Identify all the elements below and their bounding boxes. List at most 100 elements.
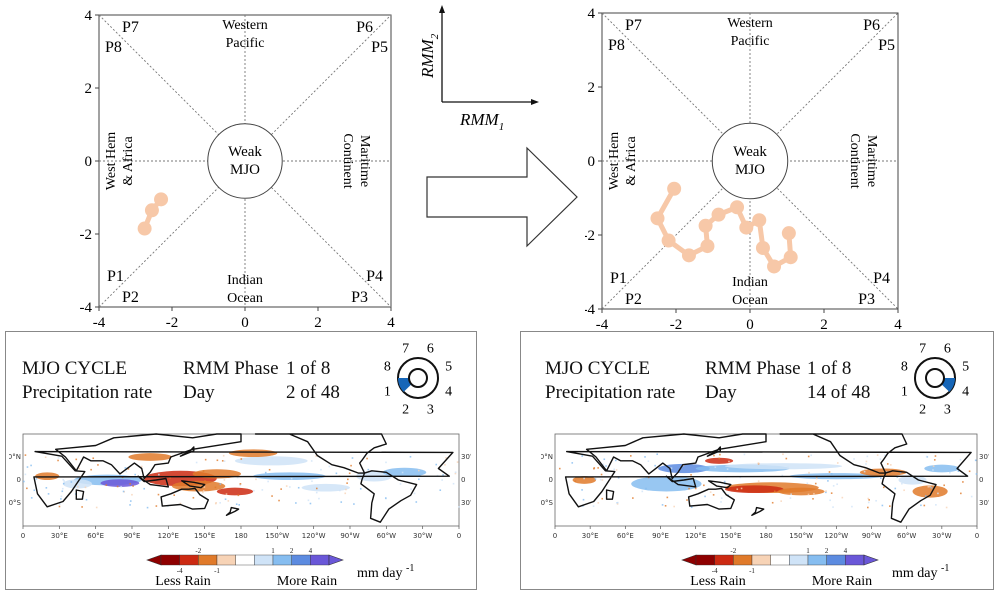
wheel-number: 8 — [384, 360, 391, 375]
precip-speckle — [865, 463, 867, 465]
precip-speckle — [289, 486, 291, 488]
precip-speckle — [932, 469, 934, 471]
continent-outline — [707, 480, 732, 489]
lat-tick-label: 0 — [461, 476, 465, 484]
precip-speckle — [901, 482, 903, 485]
trajectory-point — [667, 181, 682, 196]
precip-anomaly — [898, 475, 927, 485]
precip-speckle — [82, 498, 85, 500]
precip-speckle — [597, 502, 600, 504]
region-label-right: MaritimeContinent — [847, 133, 879, 188]
precip-speckle — [399, 483, 402, 485]
precip-speckle — [204, 480, 206, 482]
phase-label-p6: P6 — [863, 17, 880, 34]
phase-diagram-right: -4 -2 0 2 4 4 2 0 -2 -4 Weak MJO Western Pacific India… — [585, 6, 902, 330]
precip-speckle — [35, 478, 38, 480]
trajectory-point — [755, 240, 770, 255]
colorbar-max-arrow — [328, 554, 344, 566]
precip-speckle — [929, 485, 931, 488]
precip-speckle — [90, 468, 92, 471]
precip-speckle — [709, 491, 712, 493]
colorbar: -4 -2 -1 1 2 4 Less Rain More Rain mm day -1 — [146, 547, 414, 588]
precip-speckle — [157, 493, 160, 496]
colorbar-swatch — [714, 554, 734, 566]
wheel-number: 1 — [901, 384, 908, 399]
precip-speckle — [943, 484, 945, 487]
precip-speckle — [785, 457, 788, 460]
lon-tick-label: 150°E — [720, 532, 741, 540]
precip-speckle — [353, 503, 355, 505]
trajectory-point — [650, 211, 665, 226]
y-tick-label: 0 — [588, 154, 596, 170]
colorbar-swatch — [807, 554, 827, 566]
colorbar-swatch — [770, 554, 790, 566]
precip-speckle — [882, 486, 885, 489]
precip-speckle — [787, 466, 789, 468]
precip-speckle — [444, 463, 446, 466]
precip-speckle — [789, 488, 792, 491]
precip-speckle — [454, 471, 457, 474]
precip-speckle — [757, 480, 760, 482]
phase-label-p4: P4 — [366, 268, 383, 285]
lon-tick-label: 30°W — [413, 532, 432, 540]
precip-speckle — [271, 495, 273, 497]
precip-speckle — [61, 487, 64, 490]
precip-speckle — [452, 482, 455, 485]
wheel-number: 7 — [919, 341, 926, 356]
weak-mjo-label: MJO — [735, 162, 765, 178]
precip-speckle — [616, 503, 619, 505]
precip-speckle — [920, 504, 922, 507]
precip-speckle — [757, 462, 760, 464]
precip-speckle — [890, 464, 892, 466]
precip-speckle — [602, 463, 605, 466]
trajectory-point — [781, 226, 796, 241]
precip-speckle — [346, 482, 348, 484]
lon-tick-label: 90°E — [652, 532, 669, 540]
precip-speckle — [806, 482, 809, 485]
precip-speckle — [690, 474, 692, 476]
more-rain-label: More Rain — [812, 574, 872, 588]
precip-speckle — [328, 465, 331, 468]
precip-speckle — [23, 480, 25, 483]
precip-speckle — [581, 489, 583, 491]
precip-speckle — [592, 505, 595, 507]
precip-speckle — [58, 505, 61, 508]
phase-label-p7: P7 — [625, 17, 642, 34]
wheel-number: 4 — [962, 384, 969, 399]
wheel-number: 3 — [944, 403, 951, 418]
precip-anomaly — [924, 464, 960, 473]
precip-speckle — [686, 499, 688, 501]
precip-speckle — [456, 461, 459, 463]
precip-speckle — [61, 490, 64, 493]
precip-speckle — [712, 494, 715, 496]
wheel-number: 2 — [919, 403, 926, 418]
precip-speckle — [935, 504, 937, 506]
precip-anomaly — [234, 456, 308, 466]
precip-speckle — [158, 473, 160, 476]
precip-speckle — [122, 490, 125, 493]
lon-tick-label: 0 — [21, 532, 25, 540]
precip-speckle — [318, 497, 320, 500]
continent-outline — [180, 480, 206, 489]
colorbar-tick: -2 — [195, 547, 201, 555]
colorbar-max-arrow — [863, 554, 879, 566]
x-tick-label: 4 — [387, 315, 395, 330]
precip-speckle — [129, 500, 132, 502]
continent-outline — [225, 506, 240, 517]
precip-speckle — [641, 490, 644, 493]
phase-label-p4: P4 — [873, 270, 890, 287]
precip-speckle — [894, 487, 897, 490]
precip-speckle — [601, 479, 604, 481]
precip-speckle — [970, 495, 973, 498]
lon-tick-label: 150°W — [265, 532, 289, 540]
precip-speckle — [789, 497, 792, 499]
precip-speckle — [441, 479, 443, 481]
precip-speckle — [896, 476, 899, 478]
units-label: mm day -1 — [357, 563, 414, 581]
precip-speckle — [723, 480, 726, 483]
precip-speckle — [629, 455, 632, 457]
precip-speckle — [77, 485, 79, 488]
colorbar-swatch — [160, 554, 180, 566]
lon-tick-label: 30°E — [582, 532, 599, 540]
precip-speckle — [841, 496, 844, 499]
